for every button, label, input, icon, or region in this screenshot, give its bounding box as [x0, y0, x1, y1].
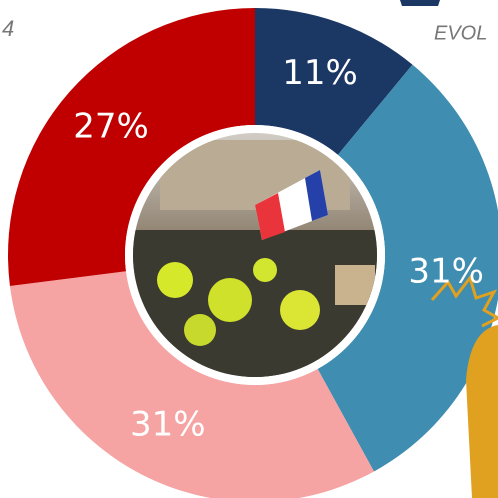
slice — [255, 8, 413, 155]
figure — [466, 325, 498, 498]
annotation: 4 — [2, 16, 14, 41]
subtitle: EVOL — [434, 22, 487, 44]
value-label: 31% — [130, 405, 206, 445]
slice — [9, 271, 374, 498]
value-label: 11% — [282, 53, 358, 93]
value-label: 31% — [408, 252, 484, 292]
value-label: 27% — [73, 107, 149, 147]
slice — [317, 64, 498, 472]
slice — [7, 8, 255, 286]
title-fragment — [400, 0, 440, 6]
slices — [7, 8, 498, 498]
spark — [430, 274, 498, 328]
